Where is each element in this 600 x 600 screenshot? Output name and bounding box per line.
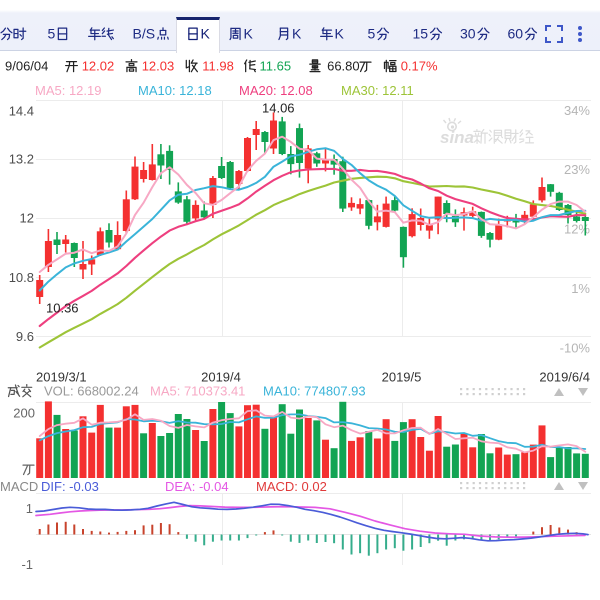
svg-text:14.4: 14.4 <box>9 104 34 119</box>
svg-text:MA20: 12.08: MA20: 12.08 <box>239 83 313 98</box>
svg-text:MA10: 774807.93: MA10: 774807.93 <box>263 384 366 399</box>
svg-text:MA5: 710373.41: MA5: 710373.41 <box>150 384 245 399</box>
svg-text:MA30: 12.11: MA30: 12.11 <box>341 83 414 98</box>
svg-text:9.6: 9.6 <box>16 329 34 344</box>
svg-text:2019/5: 2019/5 <box>382 370 422 385</box>
svg-text:14.06: 14.06 <box>262 101 295 116</box>
svg-text:K: K <box>335 26 345 42</box>
svg-text:34%: 34% <box>564 103 590 118</box>
svg-text:0.17%: 0.17% <box>401 59 438 74</box>
svg-text:K: K <box>244 26 254 42</box>
svg-text:66.80: 66.80 <box>327 59 360 74</box>
svg-text:-1: -1 <box>21 557 33 572</box>
svg-text:DEA: -0.04: DEA: -0.04 <box>165 479 229 494</box>
svg-text:13.2: 13.2 <box>9 152 34 167</box>
svg-text:sina: sina <box>440 128 474 147</box>
svg-text:12%: 12% <box>564 222 590 237</box>
svg-text:K: K <box>292 26 302 42</box>
svg-text:30: 30 <box>460 26 476 42</box>
svg-text:12.03: 12.03 <box>142 59 175 74</box>
svg-text:10.36: 10.36 <box>46 301 79 316</box>
svg-text:MA10: 12.18: MA10: 12.18 <box>138 83 212 98</box>
svg-text:MACD: MACD <box>0 479 38 494</box>
svg-text:15: 15 <box>413 26 429 42</box>
svg-text:MA5: 12.19: MA5: 12.19 <box>35 83 102 98</box>
svg-text:9/06/04: 9/06/04 <box>5 59 48 74</box>
svg-text:200: 200 <box>13 406 35 421</box>
svg-text:-10%: -10% <box>560 341 591 356</box>
svg-text:12: 12 <box>20 211 34 226</box>
svg-text:DIF: -0.03: DIF: -0.03 <box>41 479 99 494</box>
svg-text:11.65: 11.65 <box>260 59 292 74</box>
svg-text:K: K <box>201 26 211 42</box>
svg-text:12.02: 12.02 <box>82 59 115 74</box>
svg-text:5: 5 <box>368 26 376 42</box>
svg-text:5: 5 <box>48 26 56 42</box>
svg-text:1%: 1% <box>571 281 590 296</box>
svg-text:2019/4: 2019/4 <box>201 370 241 385</box>
svg-text:VOL: 668002.24: VOL: 668002.24 <box>44 384 139 399</box>
svg-text:2019/6/4: 2019/6/4 <box>539 370 590 385</box>
svg-text:2019/3/1: 2019/3/1 <box>36 370 87 385</box>
svg-text:10.8: 10.8 <box>9 270 34 285</box>
svg-text:60: 60 <box>508 26 524 42</box>
svg-text:B/S: B/S <box>133 26 156 42</box>
svg-text:MACD: 0.02: MACD: 0.02 <box>256 479 327 494</box>
svg-text:23%: 23% <box>564 162 590 177</box>
svg-text:11.98: 11.98 <box>202 59 234 74</box>
svg-text:1: 1 <box>26 501 33 516</box>
